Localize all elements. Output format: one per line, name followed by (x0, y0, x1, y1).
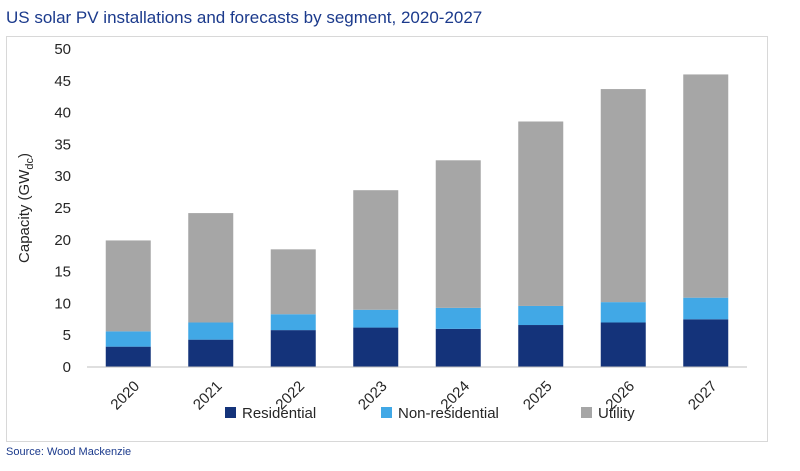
bar-residential-2020 (105, 346, 151, 367)
y-tick-label: 15 (54, 264, 71, 281)
bar-residential-2022 (270, 330, 316, 367)
bar-residential-2027 (683, 319, 729, 367)
x-tick-label: 2025 (520, 378, 556, 414)
y-tick-label: 10 (54, 295, 71, 312)
bar-residential-2026 (600, 322, 646, 367)
y-tick-label: 0 (63, 359, 71, 376)
legend: Residential Non-residential Utility (225, 405, 635, 422)
chart-title: US solar PV installations and forecasts … (6, 8, 483, 27)
legend-label: Non-residential (398, 405, 499, 422)
y-tick-label: 40 (54, 105, 71, 122)
bar-residential-2025 (518, 325, 564, 367)
bar-non-residential-2023 (353, 309, 399, 328)
bar-utility-2023 (353, 190, 399, 310)
bar-utility-2027 (683, 74, 729, 298)
y-tick-label: 5 (63, 327, 71, 344)
y-tick-label: 30 (54, 168, 71, 185)
legend-label: Residential (242, 405, 316, 422)
y-tick-label: 25 (54, 200, 71, 217)
bar-residential-2023 (353, 327, 399, 367)
x-tick-label: 2021 (190, 378, 226, 414)
legend-swatch (381, 407, 392, 418)
bar-non-residential-2024 (435, 307, 481, 329)
bar-non-residential-2020 (105, 331, 151, 347)
y-tick-label: 45 (54, 73, 71, 90)
y-axis-title: Capacity (GWdc) (16, 153, 36, 263)
y-tick-label: 50 (54, 41, 71, 58)
bar-utility-2024 (435, 160, 481, 308)
y-axis-ticks: 0 5 10 15 20 25 30 35 40 45 50 (54, 41, 71, 376)
chart-frame: 0 5 10 15 20 25 30 35 40 45 50 2020 2021 2022 2023 202… (6, 36, 768, 442)
bar-utility-2022 (270, 249, 316, 315)
bars (105, 74, 729, 367)
bar-non-residential-2026 (600, 302, 646, 323)
bar-residential-2021 (188, 339, 234, 367)
bar-non-residential-2021 (188, 322, 234, 340)
bar-non-residential-2025 (518, 305, 564, 326)
x-tick-label: 2027 (685, 378, 721, 414)
x-tick-label: 2020 (107, 378, 143, 414)
y-tick-label: 35 (54, 136, 71, 153)
bar-residential-2024 (435, 328, 481, 367)
legend-label: Utility (598, 405, 635, 422)
legend-swatch (225, 407, 236, 418)
bar-non-residential-2027 (683, 297, 729, 320)
bar-utility-2020 (105, 240, 151, 332)
source-note: Source: Wood Mackenzie (6, 446, 132, 458)
y-tick-label: 20 (54, 232, 71, 249)
bar-utility-2021 (188, 213, 234, 323)
bar-non-residential-2022 (270, 314, 316, 331)
bar-utility-2026 (600, 89, 646, 303)
legend-swatch (581, 407, 592, 418)
bar-utility-2025 (518, 121, 564, 306)
